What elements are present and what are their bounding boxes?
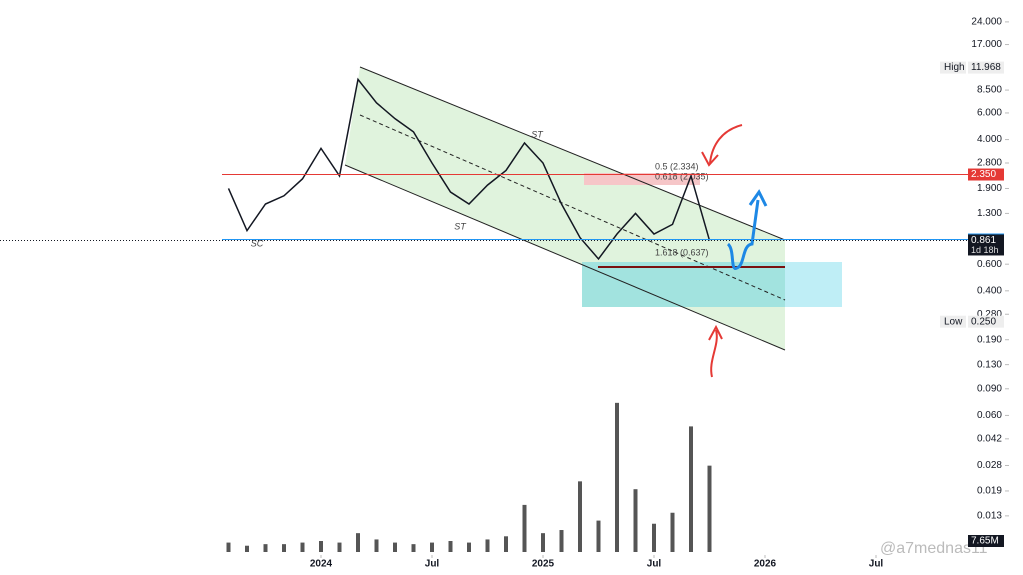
y-tick-label: 24.000	[971, 17, 1002, 28]
countdown: 1d 18h	[971, 245, 999, 255]
y-tick-label: 4.000	[977, 134, 1002, 145]
price-badge-label: 0.861	[971, 235, 996, 246]
y-tick-label: 0.400	[977, 285, 1002, 296]
volume-bar	[356, 533, 360, 552]
volume-bar	[559, 530, 564, 552]
y-tick-label: 17.000	[971, 39, 1002, 50]
channel-lower	[344, 164, 786, 351]
annotation: ST	[531, 129, 544, 139]
volume-bar	[578, 481, 582, 552]
volume-bar	[652, 523, 656, 552]
projection-arrow	[726, 199, 760, 270]
volume-label: 7.65M	[971, 536, 999, 547]
y-tick-label: 1.300	[977, 208, 1002, 219]
y-tick-label: 0.280	[977, 309, 1002, 320]
name-badge-label: High	[944, 62, 965, 73]
volume-bar	[615, 402, 619, 552]
volume-bar	[319, 541, 323, 552]
volume-bar	[670, 512, 675, 552]
volume-bar	[596, 520, 601, 552]
y-tick-label: 8.500	[977, 85, 1002, 96]
y-tick-label: 0.060	[977, 410, 1002, 421]
volume-bar	[374, 539, 379, 552]
y-tick-label: 0.600	[977, 259, 1002, 270]
annotation: ST	[454, 221, 467, 231]
volume-bar	[485, 539, 490, 552]
annotation: SC	[251, 238, 264, 248]
y-tick-label: 0.130	[977, 359, 1002, 370]
volume-bar	[263, 544, 268, 552]
price-badge-label: 0.250	[971, 316, 996, 327]
y-tick-label: 6.000	[977, 108, 1002, 119]
volume-bar	[541, 533, 545, 552]
target-overlap	[582, 262, 785, 307]
volume-bar	[467, 542, 471, 552]
price-badge	[968, 234, 1004, 256]
x-tick-label: Jul	[647, 559, 662, 570]
channel-fill	[345, 67, 785, 350]
volume-bar	[707, 465, 712, 552]
x-tick-label: 2024	[310, 559, 333, 570]
x-tick-label: Jul	[869, 559, 884, 570]
projection-arrow-head	[748, 189, 768, 207]
volume-bar	[504, 536, 508, 552]
volume-bar	[411, 544, 416, 552]
name-badge-label: Low	[944, 316, 963, 327]
red-arrow	[708, 324, 723, 378]
volume-bar	[245, 545, 249, 552]
volume-bar	[282, 544, 286, 552]
volume-bar	[430, 542, 434, 552]
name-badge	[940, 315, 966, 328]
annotation: 0.5 (2.334)	[655, 161, 699, 171]
volume-bar	[689, 426, 693, 552]
y-tick-label: 0.013	[977, 511, 1002, 522]
watermark: @a7mednas11	[880, 540, 988, 557]
price-badge	[968, 61, 1004, 74]
volume-badge	[968, 535, 1004, 547]
price-badge	[968, 315, 1004, 328]
y-tick-label: 0.028	[977, 460, 1002, 471]
y-tick-label: 0.190	[977, 334, 1002, 345]
volume-bar	[300, 542, 305, 552]
y-tick-label: 2.800	[977, 158, 1002, 169]
volume-bar	[522, 504, 527, 552]
volume-bar	[226, 542, 231, 552]
volume-bar	[633, 489, 638, 552]
volume-bar	[448, 541, 453, 552]
annotation: 0.618 (2.035)	[655, 171, 709, 181]
channel-mid	[359, 114, 786, 301]
volume-bar	[337, 542, 342, 552]
y-tick-label: 0.019	[977, 486, 1002, 497]
x-tick-label: 2025	[532, 559, 555, 570]
annotation: 1.618 (0.637)	[655, 247, 709, 257]
volume-bar	[393, 542, 397, 552]
fib-zone	[584, 173, 700, 185]
y-tick-label: 0.042	[977, 433, 1002, 444]
y-tick-label: 0.090	[977, 383, 1002, 394]
price-badge-label: 2.350	[971, 169, 996, 180]
price-line	[227, 77, 711, 261]
price-badge-label: 11.968	[971, 62, 1001, 73]
x-tick-label: 2026	[754, 559, 777, 570]
channel-upper	[359, 66, 786, 241]
name-badge	[940, 61, 966, 74]
y-tick-label: 1.900	[977, 183, 1002, 194]
price-badge	[968, 168, 1004, 181]
x-tick-label: Jul	[425, 559, 440, 570]
red-arrow	[701, 124, 743, 167]
